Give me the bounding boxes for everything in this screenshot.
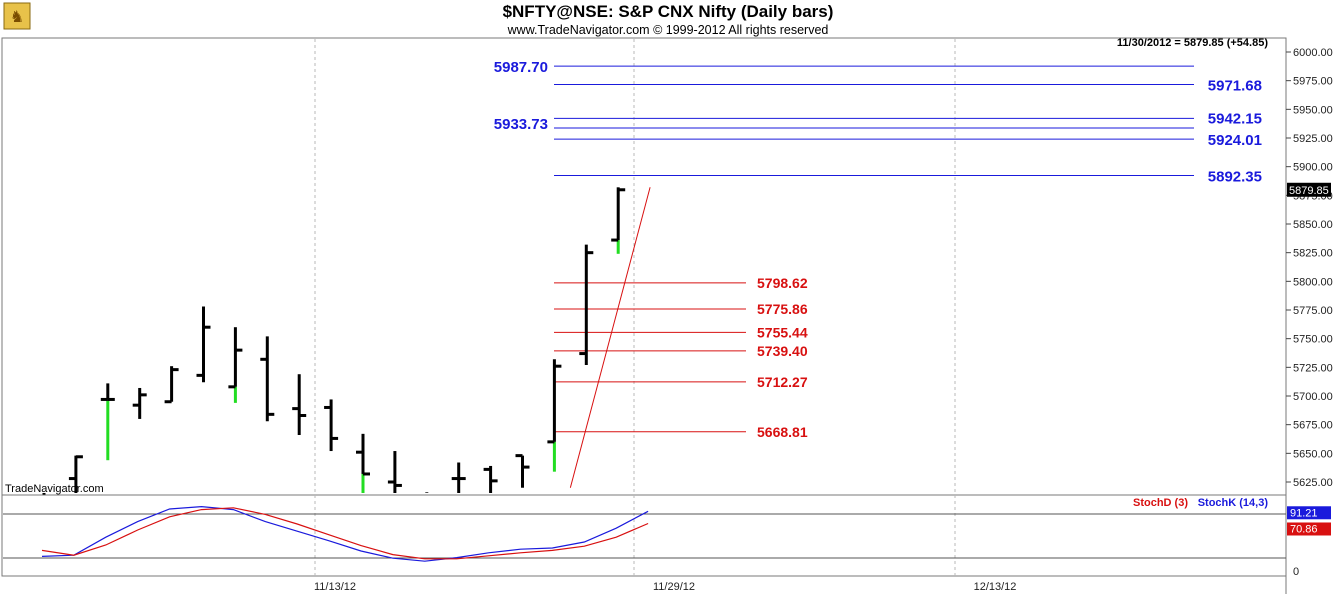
support-label: 5775.86 <box>757 301 808 317</box>
price-tick-label: 5725.00 <box>1293 362 1333 374</box>
resistance-label: 5892.35 <box>1208 168 1262 185</box>
price-bar <box>483 465 498 493</box>
price-bar <box>292 374 307 435</box>
price-tick-label: 5700.00 <box>1293 391 1333 403</box>
support-label: 5755.44 <box>757 324 808 340</box>
price-tick-label: 5950.00 <box>1293 104 1333 116</box>
date-tick-label: 11/13/12 <box>314 581 356 593</box>
price-axis: 6000.005975.005950.005925.005900.005875.… <box>1286 47 1333 578</box>
chart-title: $NFTY@NSE: S&P CNX Nifty (Daily bars) <box>503 2 834 21</box>
copyright-line: www.TradeNavigator.com © 1999-2012 All r… <box>507 23 829 37</box>
last-price-box <box>1287 182 1331 197</box>
price-bar <box>260 336 275 422</box>
price-bar <box>164 366 179 404</box>
price-bar <box>547 359 562 472</box>
resistance-label: 5942.15 <box>1208 110 1262 127</box>
price-tick-label: 5650.00 <box>1293 448 1333 460</box>
price-bar <box>196 306 211 383</box>
price-tick-label: 5900.00 <box>1293 162 1333 174</box>
stochk-value: 91.21 <box>1290 507 1318 519</box>
price-bar <box>324 399 339 452</box>
price-tick-label: 6000.00 <box>1293 47 1333 59</box>
price-bars <box>42 187 626 495</box>
price-bar <box>356 433 370 493</box>
price-bar <box>611 187 626 254</box>
price-tick-label: 5675.00 <box>1293 420 1333 432</box>
support-label: 5739.40 <box>757 343 808 359</box>
stochastic-lines: 91.21 70.86 <box>41 505 1331 562</box>
price-tick-label: 5750.00 <box>1293 334 1333 346</box>
watermark: TradeNavigator.com <box>5 483 104 495</box>
price-tick-label: 5775.00 <box>1293 305 1333 317</box>
price-bar <box>387 451 402 493</box>
date-axis: 11/13/12 11/29/12 12/13/12 <box>314 581 1016 593</box>
price-panel <box>1 37 1287 496</box>
legend-stochk: StochK (14,3) <box>1198 497 1269 509</box>
price-bar <box>515 454 530 488</box>
price-tick-label: 5825.00 <box>1293 248 1333 260</box>
price-bar <box>228 327 243 403</box>
support-label: 5712.27 <box>757 374 808 390</box>
price-bar <box>451 462 466 493</box>
price-tick-label: 5625.00 <box>1293 477 1333 489</box>
logo-icon: ♞ <box>3 2 31 30</box>
trendline-segment <box>569 187 651 488</box>
price-bar <box>132 387 147 419</box>
resistance-label: 5924.01 <box>1208 132 1262 149</box>
date-tick-label: 11/29/12 <box>653 581 695 593</box>
price-tick-label: 5975.00 <box>1293 76 1333 88</box>
support-label: 5668.81 <box>757 424 808 440</box>
resistance-label: 5987.70 <box>494 59 548 76</box>
price-levels: 5987.70 5971.68 5942.15 5933.73 5924.01 5892.… <box>494 59 1262 440</box>
stochd-line <box>41 507 649 560</box>
price-bar <box>68 455 83 493</box>
stochd-value: 70.86 <box>1290 523 1318 535</box>
price-tick-label: 5800.00 <box>1293 276 1333 288</box>
last-price-label: 5879.85 <box>1289 185 1329 197</box>
grid <box>3 39 1286 576</box>
date-tick-label: 12/13/12 <box>974 581 1017 593</box>
stochd-value-box <box>1287 522 1331 536</box>
price-bar <box>579 244 594 366</box>
support-label: 5798.62 <box>757 275 808 291</box>
stochk-value-box <box>1287 506 1331 520</box>
stochk-line <box>41 505 649 562</box>
last-price-info: 11/30/2012 = 5879.85 (+54.85) <box>1117 37 1268 49</box>
stoch-tick-label: 0 <box>1293 566 1299 578</box>
resistance-label: 5971.68 <box>1208 77 1262 94</box>
price-bar <box>100 383 115 461</box>
trendline <box>569 187 651 488</box>
resistance-label: 5933.73 <box>494 116 548 133</box>
legend-stochd: StochD (3) <box>1133 497 1188 509</box>
svg-text:♞: ♞ <box>10 7 24 26</box>
price-tick-label: 5850.00 <box>1293 219 1333 231</box>
price-tick-label: 5925.00 <box>1293 133 1333 145</box>
